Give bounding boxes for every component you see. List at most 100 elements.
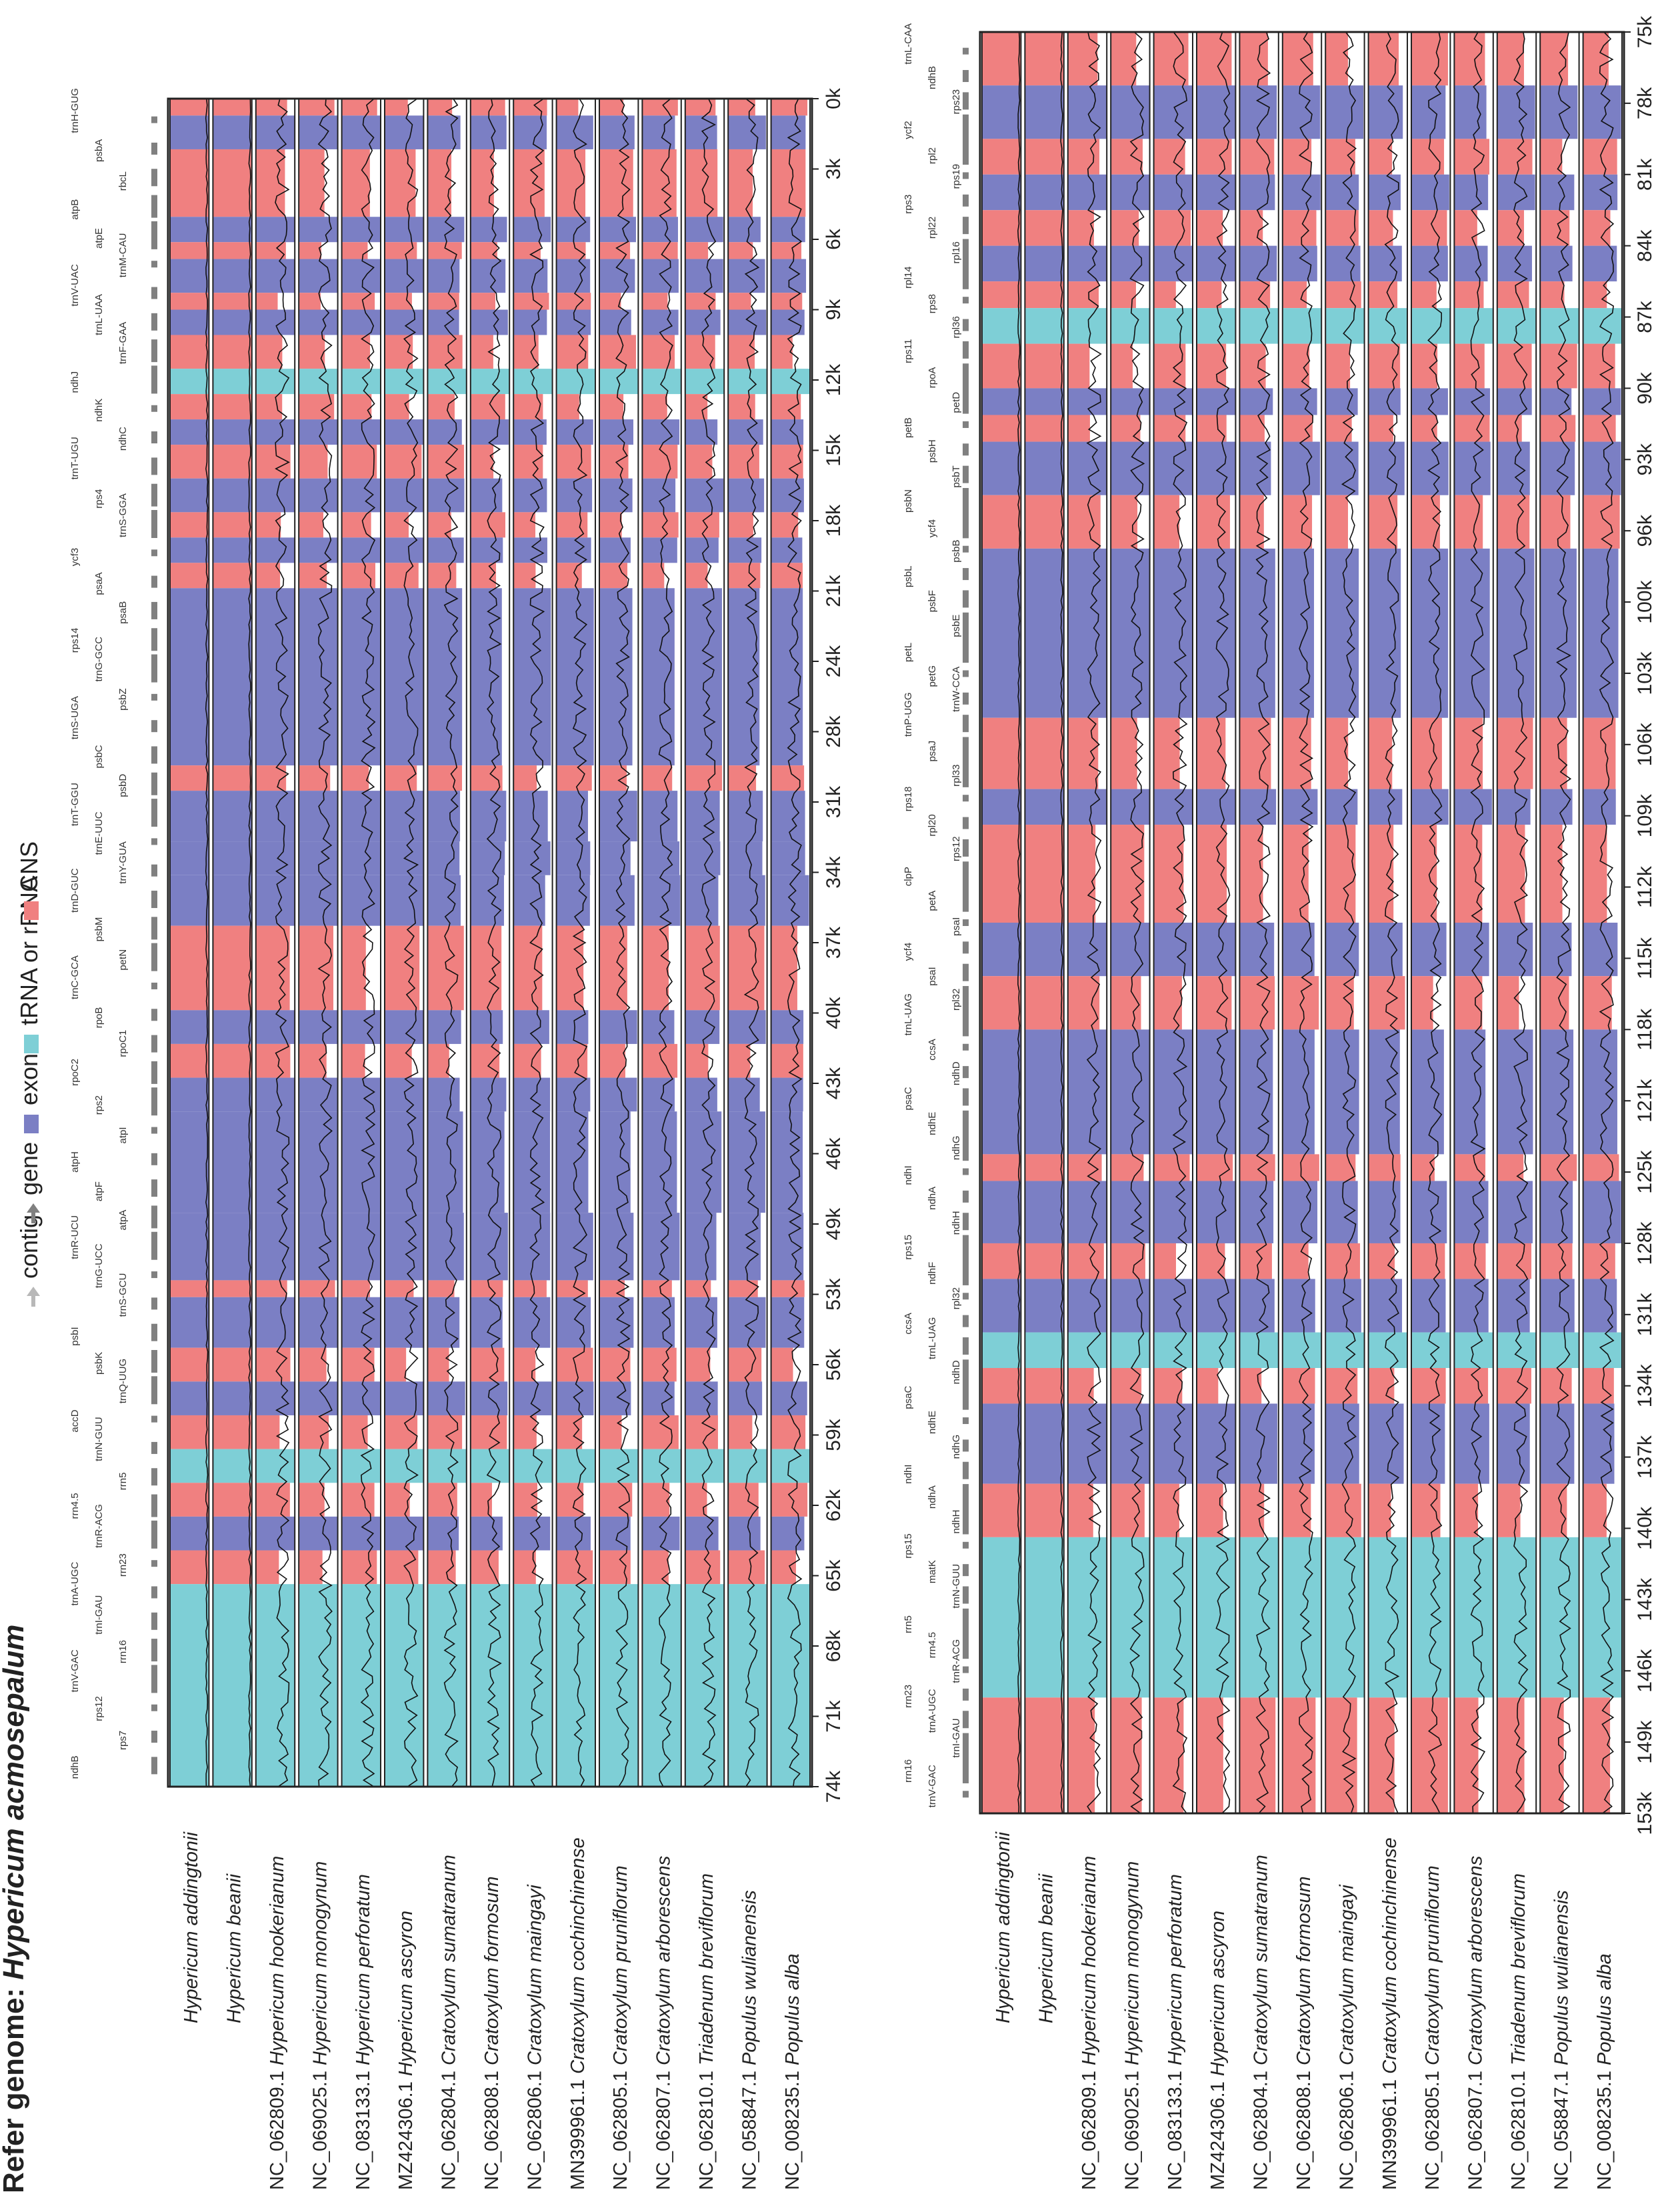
gene-label: trnM-CAU: [117, 233, 129, 278]
conservation-segment: [1282, 1332, 1322, 1368]
conservation-segment: [642, 478, 676, 513]
genome-track-8: [469, 98, 511, 1787]
conservation-segment: [1497, 976, 1519, 1030]
conservation-segment: [1583, 717, 1616, 789]
accession: NC_062810.1: [696, 2065, 717, 2190]
conservation-segment: [556, 445, 591, 479]
conservation-segment: [470, 1213, 508, 1281]
conservation-segment: [1025, 923, 1064, 977]
conservation-segment: [599, 875, 635, 926]
tick-label: 87k: [1634, 300, 1656, 333]
conservation-segment: [685, 875, 719, 926]
conservation-segment: [1325, 415, 1352, 442]
conservation-segment: [1153, 85, 1193, 139]
conservation-segment: [728, 99, 755, 116]
conservation-segment: [982, 210, 1021, 246]
conservation-segment: [1197, 789, 1236, 825]
genome-track-5: [1153, 31, 1193, 1814]
gene-label: psbA: [93, 139, 105, 162]
conservation-segment: [728, 115, 766, 149]
gene-arrow-icon: [963, 217, 969, 235]
conservation-segment: [1497, 441, 1530, 495]
identity-curve: [529, 98, 545, 1787]
conservation-segment: [1067, 441, 1107, 495]
identity-curve: [1513, 31, 1529, 1814]
accession: NC_062809.1: [267, 2065, 288, 2190]
conservation-segment: [982, 1243, 1021, 1279]
conservation-segment: [771, 875, 809, 926]
conservation-segment: [599, 1449, 639, 1483]
conservation-segment: [1197, 1243, 1225, 1279]
conservation-segment: [1325, 495, 1348, 549]
conservation-segment: [255, 149, 285, 217]
conservation-segment: [170, 309, 209, 335]
conservation-segment: [599, 149, 633, 217]
conservation-segment: [513, 1280, 547, 1297]
conservation-segment: [299, 537, 338, 563]
conservation-segment: [1067, 1181, 1107, 1243]
gene-arrow-icon: [151, 1704, 157, 1711]
conservation-segment: [1025, 825, 1064, 923]
conservation-segment: [385, 563, 419, 589]
conservation-segment: [1197, 308, 1236, 344]
conservation-segment: [1411, 343, 1438, 389]
conservation-segment: [1197, 1403, 1236, 1484]
gene-track: trnH-GUG psbA rbcL atpB atpE trnM-CAU trnV-UAC…: [69, 88, 157, 1779]
conservation-segment: [255, 309, 295, 335]
identity-curve: [486, 98, 502, 1787]
conservation-segment: [341, 1584, 381, 1787]
genome-label: NC_058847.1 Populus wulianensis: [739, 1890, 760, 2190]
species-name: Cratoxylum pruniflorum: [610, 1865, 631, 2065]
conservation-segment: [771, 1280, 805, 1297]
accession: NC_062805.1: [610, 2065, 631, 2190]
genome-label: NC_062810.1 Triadenum breviflorum: [1508, 1873, 1529, 2190]
gene-label: psbH: [927, 439, 938, 463]
conservation-segment: [771, 99, 808, 116]
conservation-segment: [685, 149, 718, 217]
gene-label: petN: [117, 949, 129, 971]
conservation-segment: [1239, 281, 1271, 309]
conservation-segment: [1540, 1332, 1579, 1368]
conservation-segment: [1325, 976, 1354, 1030]
conservation-segment: [1454, 1332, 1493, 1368]
conservation-segment: [341, 537, 381, 563]
conservation-segment: [1067, 1537, 1107, 1698]
conservation-segment: [341, 588, 381, 766]
conservation-segment: [1368, 343, 1401, 389]
conservation-segment: [1239, 139, 1275, 175]
genome-track-10: [1367, 31, 1409, 1814]
conservation-segment: [1111, 85, 1150, 139]
conservation-segment: [1411, 1154, 1435, 1181]
conservation-segment: [1025, 1403, 1064, 1484]
conservation-segment: [1239, 1279, 1275, 1333]
conservation-segment: [685, 1347, 711, 1382]
conservation-segment: [299, 149, 325, 217]
genome-label: NC_062804.1 Cratoxylum sumatranum: [1251, 1855, 1272, 2190]
tick-label: 12k: [823, 363, 845, 396]
conservation-segment: [1540, 548, 1577, 718]
gene-label: rps15: [903, 1533, 914, 1559]
conservation-segment: [1111, 245, 1150, 282]
genome-label: MZ424306.1 Hypericum ascyron: [1207, 1911, 1229, 2190]
conservation-segment: [1454, 1697, 1479, 1813]
conservation-segment: [1025, 245, 1064, 282]
panel-left: trnH-GUG psbA rbcL atpB atpE trnM-CAU trnV-UAC…: [69, 87, 845, 2190]
conservation-segment: [255, 259, 295, 293]
conservation-segment: [1454, 1181, 1489, 1243]
conservation-segment: [1025, 281, 1064, 309]
conservation-segment: [1239, 1537, 1279, 1698]
conservation-segment: [1368, 717, 1393, 789]
gene-label: ndhB: [927, 66, 938, 89]
conservation-segment: [1025, 308, 1064, 344]
conservation-segment: [1411, 789, 1449, 825]
conservation-segment: [1325, 789, 1358, 825]
conservation-segment: [1111, 1279, 1150, 1333]
conservation-segment: [385, 512, 409, 538]
conservation-segment: [341, 1111, 381, 1213]
conservation-segment: [1497, 1368, 1531, 1404]
conservation-segment: [1025, 789, 1064, 825]
conservation-segment: [1153, 441, 1193, 495]
genome-track-5: [341, 98, 381, 1787]
genome-label: NC_062809.1 Hypericum hookerianum: [267, 1856, 288, 2190]
conservation-segment: [642, 791, 678, 842]
